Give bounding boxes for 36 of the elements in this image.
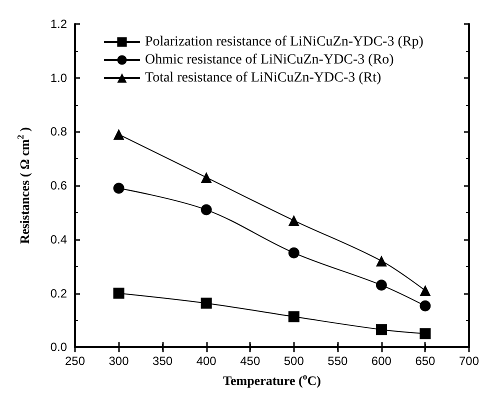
point — [113, 288, 124, 299]
x-tick-label: 300 — [108, 354, 130, 368]
point — [376, 324, 387, 336]
point — [113, 182, 124, 194]
point — [420, 300, 431, 312]
point — [200, 172, 212, 183]
point — [376, 255, 387, 266]
point — [113, 128, 124, 140]
x-tick-label: 500 — [284, 354, 304, 368]
y-tick-label: 0.4 — [50, 232, 68, 246]
y-tick-label: 1.0 — [50, 70, 68, 85]
point — [200, 204, 212, 216]
y-tick-label: 0.2 — [50, 286, 68, 300]
legend-label: Polarization resistance of LiNiCuZn-YDC-3 (Rp) — [145, 34, 424, 50]
point — [376, 280, 387, 291]
point — [288, 311, 300, 322]
x-tick-label: 350 — [152, 354, 173, 368]
point — [420, 328, 431, 340]
point — [420, 285, 431, 296]
x-tick-label: 400 — [196, 354, 217, 368]
y-tick-label: 0.6 — [50, 178, 68, 193]
x-tick-label: 250 — [64, 354, 86, 368]
point — [200, 298, 212, 309]
y-tick-label: 1.2 — [50, 17, 68, 31]
y-tick-label: 0.8 — [50, 124, 68, 139]
legend-label: Total resistance of LiNiCuZn-YDC-3 (Rt) — [145, 70, 382, 86]
y-axis-title: Resistances ( Ω cm2 ) — [16, 127, 32, 244]
point — [288, 215, 300, 226]
x-tick-label: 600 — [371, 354, 392, 368]
x-tick-label: 450 — [240, 354, 260, 368]
point — [288, 247, 300, 258]
x-tick-label: 700 — [458, 354, 480, 368]
y-tick-label: 0.0 — [50, 340, 68, 354]
x-tick-label: 550 — [328, 354, 348, 368]
legend-label: Ohmic resistance of LiNiCuZn-YDC-3 (Ro) — [145, 52, 394, 68]
x-tick-label: 650 — [415, 354, 436, 368]
